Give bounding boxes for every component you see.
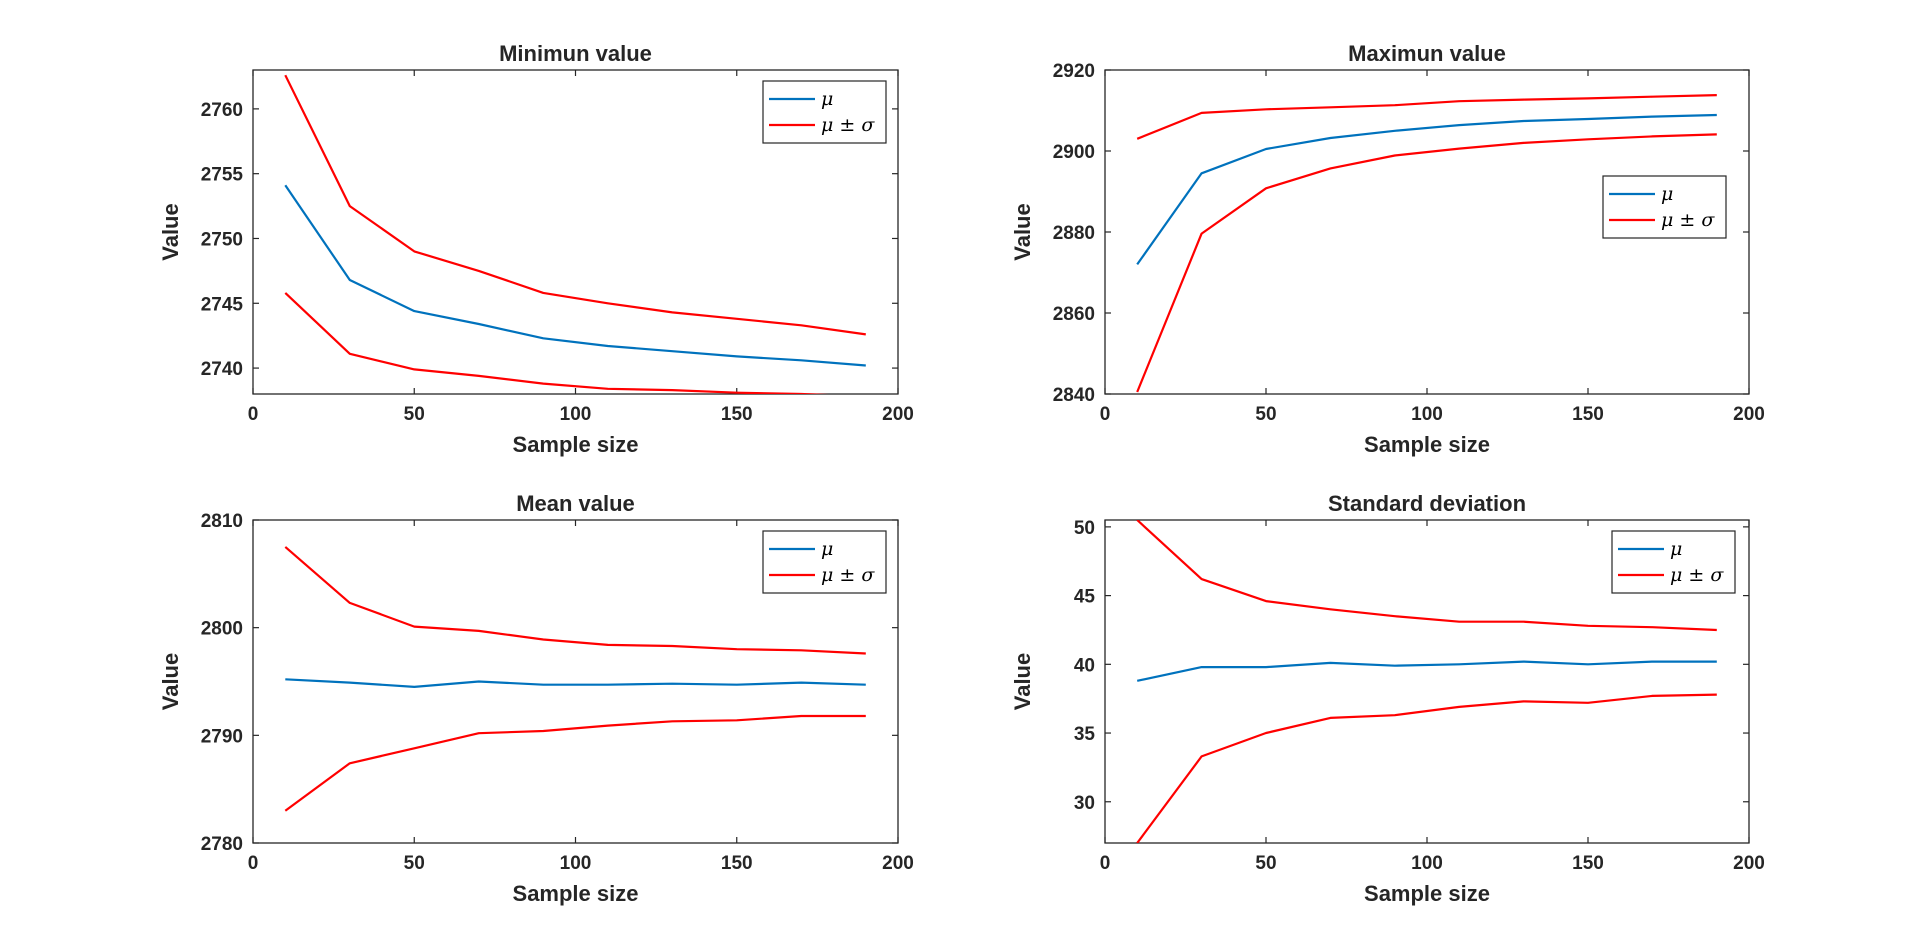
legend-entry-label: μ bbox=[1670, 538, 1682, 560]
y-tick-label: 35 bbox=[1074, 724, 1096, 745]
x-tick-label: 150 bbox=[721, 853, 753, 874]
x-tick-label: 50 bbox=[1255, 404, 1276, 425]
series-line-3 bbox=[1136, 693, 1717, 843]
x-tick-label: 150 bbox=[721, 404, 753, 425]
y-tick-label: 2745 bbox=[201, 294, 244, 315]
legend-entry-label: μ ± σ bbox=[821, 564, 875, 586]
series-line-2 bbox=[284, 546, 866, 655]
y-tick-label: 2880 bbox=[1053, 223, 1095, 244]
y-tick-label: 30 bbox=[1074, 793, 1095, 814]
y-tick-label: 40 bbox=[1074, 655, 1095, 676]
x-tick-label: 100 bbox=[560, 404, 592, 425]
legend-entry-label: μ bbox=[821, 538, 833, 560]
series-line-1 bbox=[284, 184, 866, 367]
chart-panel-3: 0 50 100 150 200 2780 2790 2800 2810 Mean value Sa… bbox=[158, 491, 914, 906]
y-tick-label: 2860 bbox=[1053, 304, 1095, 325]
x-tick-label: 100 bbox=[560, 853, 592, 874]
x-axis-label: Sample size bbox=[1364, 432, 1490, 457]
legend-entry-label: μ ± σ bbox=[821, 114, 875, 136]
x-tick-label: 50 bbox=[1255, 853, 1276, 874]
x-axis-label: Sample size bbox=[513, 432, 639, 457]
x-tick-label: 200 bbox=[1733, 404, 1765, 425]
chart-title: Minimun value bbox=[499, 41, 652, 66]
y-tick-label: 2810 bbox=[201, 511, 243, 532]
legend-box bbox=[762, 80, 887, 144]
chart-title: Standard deviation bbox=[1328, 491, 1526, 516]
y-tick-label: 2755 bbox=[201, 165, 244, 186]
y-tick-label: 2750 bbox=[201, 229, 243, 250]
y-axis-label: Value bbox=[1010, 203, 1035, 260]
chart-panel-4: 0 50 100 150 200 30 35 40 45 50 Standard deviation… bbox=[1010, 491, 1765, 906]
x-axis-label: Sample size bbox=[513, 881, 639, 906]
y-tick-label: 2840 bbox=[1053, 385, 1095, 406]
y-tick-label: 2780 bbox=[201, 834, 243, 855]
legend-box bbox=[762, 530, 887, 594]
series-line-2 bbox=[1136, 520, 1717, 632]
legend-entry-label: μ bbox=[821, 88, 833, 110]
x-tick-label: 100 bbox=[1411, 853, 1443, 874]
series-line-3 bbox=[284, 292, 829, 394]
x-tick-label: 150 bbox=[1572, 404, 1604, 425]
x-tick-label: 200 bbox=[1733, 853, 1765, 874]
series-line-1 bbox=[285, 678, 866, 689]
series-group bbox=[1136, 520, 1717, 843]
x-tick-label: 100 bbox=[1411, 404, 1443, 425]
y-axis-label: Value bbox=[158, 653, 183, 710]
legend: μ μ ± σ bbox=[762, 80, 887, 144]
chart-panel-2: 0 50 100 150 200 2840 2860 2880 2900 2920 Maximun … bbox=[1010, 41, 1765, 457]
legend: μ μ ± σ bbox=[762, 530, 887, 594]
series-line-2 bbox=[284, 74, 866, 336]
series-line-1 bbox=[1136, 113, 1717, 266]
y-tick-label: 2920 bbox=[1053, 61, 1095, 82]
series-group bbox=[1136, 94, 1717, 393]
series-line-1 bbox=[1136, 660, 1717, 682]
legend-entry-label: μ ± σ bbox=[1661, 209, 1715, 231]
x-tick-label: 50 bbox=[404, 404, 425, 425]
legend: μ μ ± σ bbox=[1611, 530, 1736, 594]
chart-title: Maximun value bbox=[1348, 41, 1506, 66]
x-tick-label: 0 bbox=[1100, 404, 1111, 425]
x-axis-label: Sample size bbox=[1364, 881, 1490, 906]
x-tick-label: 50 bbox=[404, 853, 425, 874]
x-tick-label: 150 bbox=[1572, 853, 1604, 874]
legend-box bbox=[1602, 175, 1727, 239]
y-tick-label: 45 bbox=[1074, 587, 1096, 608]
series-group bbox=[284, 74, 866, 394]
x-tick-label: 0 bbox=[1100, 853, 1111, 874]
y-axis-label: Value bbox=[1010, 653, 1035, 710]
series-line-2 bbox=[1136, 94, 1717, 140]
x-tick-label: 0 bbox=[248, 404, 259, 425]
legend-entry-label: μ ± σ bbox=[1670, 564, 1724, 586]
legend-entry-label: μ bbox=[1661, 183, 1673, 205]
y-tick-label: 2740 bbox=[201, 359, 243, 380]
x-tick-label: 0 bbox=[248, 853, 259, 874]
x-tick-label: 200 bbox=[882, 404, 914, 425]
y-tick-label: 50 bbox=[1074, 518, 1095, 539]
y-axis-label: Value bbox=[158, 203, 183, 260]
chart-title: Mean value bbox=[516, 491, 635, 516]
x-tick-label: 200 bbox=[882, 853, 914, 874]
y-tick-label: 2760 bbox=[201, 100, 243, 121]
legend: μ μ ± σ bbox=[1602, 175, 1727, 239]
y-tick-label: 2900 bbox=[1053, 142, 1095, 163]
series-line-3 bbox=[1136, 133, 1717, 393]
chart-panel-1: 0 50 100 150 200 2740 2745 2750 2755 2760 Minimun … bbox=[158, 41, 914, 457]
y-tick-label: 2800 bbox=[201, 619, 243, 640]
y-tick-label: 2790 bbox=[201, 726, 243, 747]
series-group bbox=[284, 546, 866, 812]
series-line-3 bbox=[284, 714, 866, 812]
legend-box bbox=[1611, 530, 1736, 594]
